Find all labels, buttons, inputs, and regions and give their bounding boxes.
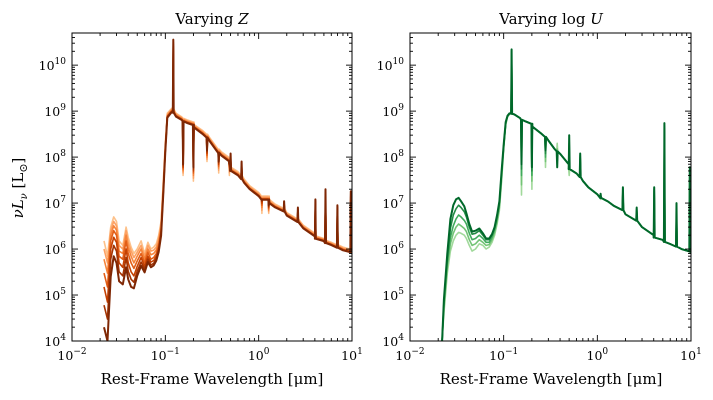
plot-area: 10−2 10−1 100 101 104 105 106 107 108 109 1010 — [39, 32, 363, 363]
panel-varying-z: Varying Z Rest-Frame Wavelength [μm] νLν… — [9, 10, 363, 388]
y-tick-label: 108 — [382, 149, 404, 165]
y-tick-label: 1010 — [39, 57, 67, 73]
x-tick-label: 10−2 — [57, 347, 86, 363]
series-line-7 — [103, 38, 352, 341]
y-tick-label: 105 — [44, 287, 66, 303]
x-tick-label: 10−1 — [489, 347, 518, 363]
y-tick-label: 108 — [44, 149, 66, 165]
x-axis-label: Rest-Frame Wavelength [μm] — [440, 370, 663, 388]
x-tick-label: 101 — [680, 347, 702, 363]
panel-title: Varying Z — [174, 10, 249, 28]
x-tick-label: 10−2 — [395, 347, 424, 363]
x-tick-label: 10−1 — [151, 347, 180, 363]
y-tick-label: 104 — [44, 333, 66, 349]
y-tick-label: 109 — [44, 103, 66, 119]
axes-frame — [71, 32, 353, 342]
y-tick-label: 109 — [382, 103, 404, 119]
y-tick-label: 106 — [382, 241, 404, 257]
panel-varying-log-u: Varying log U Rest-Frame Wavelength [μm]… — [377, 10, 702, 388]
y-tick-label: 1010 — [377, 57, 405, 73]
y-tick-label: 107 — [44, 195, 66, 211]
plot-area: 10−2 10−1 100 101 104 105 106 107 108 109 1010 — [377, 32, 702, 363]
panel-title: Varying log U — [498, 10, 604, 28]
y-tick-label: 104 — [382, 333, 404, 349]
y-axis-label: νLν [L⊙] — [9, 158, 30, 219]
y-tick-label: 105 — [382, 287, 404, 303]
x-axis-label: Rest-Frame Wavelength [μm] — [101, 370, 324, 388]
y-tick-label: 106 — [44, 241, 66, 257]
series-line-5 — [441, 48, 691, 341]
x-tick-label: 100 — [248, 347, 270, 363]
y-tick-label: 107 — [382, 195, 404, 211]
x-tick-label: 100 — [587, 347, 609, 363]
x-tick-label: 101 — [341, 347, 363, 363]
axes-frame — [409, 32, 692, 342]
